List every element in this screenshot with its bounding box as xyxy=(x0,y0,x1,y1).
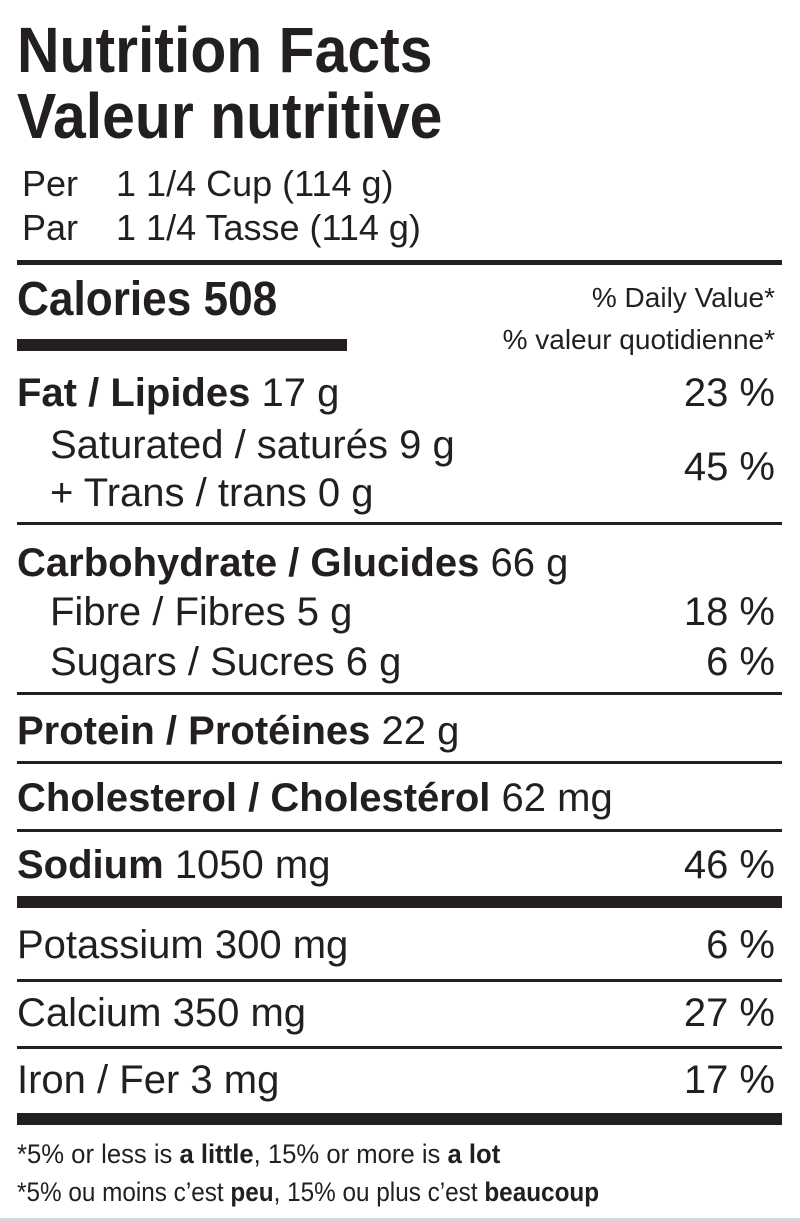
fibre-row: Fibre / Fibres 5 g xyxy=(50,592,352,632)
thick-divider xyxy=(17,896,782,908)
fibre-label: Fibre / Fibres xyxy=(50,590,286,634)
iron-dv: 17 % xyxy=(683,1058,775,1102)
sodium-row: Sodium 1050 mg xyxy=(17,845,330,885)
carb-amount: 66 g xyxy=(490,541,569,585)
par-value: 1 1/4 Tasse (114 g) xyxy=(116,207,421,248)
protein-label: Protein / Protéines xyxy=(17,709,371,753)
footnote-text: *5% ou moins c’est xyxy=(17,1177,231,1207)
title-fr: Valeur nutritive xyxy=(17,80,443,152)
sodium-dv: 46 % xyxy=(683,843,775,887)
divider xyxy=(17,260,782,265)
saturated-amount: 9 g xyxy=(399,423,455,467)
divider xyxy=(17,692,782,695)
footnote-bold: peu xyxy=(230,1177,274,1207)
divider xyxy=(17,979,782,982)
saturated-row: Saturated / saturés 9 g xyxy=(50,425,455,465)
fat-amount: 17 g xyxy=(261,371,340,415)
fibre-dv: 18 % xyxy=(683,590,775,634)
fat-row: Fat / Lipides 17 g xyxy=(17,373,339,413)
calcium-row: Calcium 350 mg xyxy=(17,993,306,1033)
footnote-en: *5% or less is a little, 15% or more is … xyxy=(17,1141,500,1168)
calcium-amount: 350 mg xyxy=(172,991,307,1035)
footnote-fr: *5% ou moins c’est peu, 15% ou plus c’es… xyxy=(17,1179,599,1206)
dv-header-fr: % valeur quotidienne* xyxy=(502,324,775,355)
protein-amount: 22 g xyxy=(381,709,460,753)
thick-divider xyxy=(17,1113,782,1125)
per-label: Per xyxy=(22,163,79,204)
iron-label: Iron / Fer xyxy=(17,1058,180,1102)
footnote-text: *5% or less is xyxy=(17,1139,180,1169)
iron-amount: 3 mg xyxy=(190,1058,280,1102)
sugars-dv: 6 % xyxy=(706,640,775,684)
sugars-row: Sugars / Sucres 6 g xyxy=(50,642,401,682)
trans-amount: 0 g xyxy=(317,471,374,515)
cholesterol-row: Cholesterol / Cholestérol 62 mg xyxy=(17,778,613,818)
carb-row: Carbohydrate / Glucides 66 g xyxy=(17,543,568,583)
fat-dv: 23 % xyxy=(683,371,775,415)
cholesterol-label: Cholesterol / Cholestérol xyxy=(17,776,491,820)
calories-label: Calories xyxy=(17,273,192,326)
dv-header-en: % Daily Value* xyxy=(591,282,775,313)
title-en: Nutrition Facts xyxy=(17,14,433,86)
footnote-text: , 15% or more is xyxy=(253,1139,448,1169)
potassium-label: Potassium xyxy=(17,923,204,967)
per-value: 1 1/4 Cup (114 g) xyxy=(116,163,394,204)
footnote-bold: a lot xyxy=(447,1139,501,1169)
fat-label: Fat / Lipides xyxy=(17,371,251,415)
calories: Calories 508 xyxy=(17,276,277,324)
divider xyxy=(17,829,782,832)
sugars-label: Sugars / Sucres xyxy=(50,640,335,684)
potassium-amount: 300 mg xyxy=(214,923,349,967)
divider xyxy=(17,522,782,525)
cholesterol-amount: 62 mg xyxy=(501,776,613,820)
potassium-dv: 6 % xyxy=(706,923,775,967)
divider xyxy=(17,761,782,764)
footnote-bold: a little xyxy=(179,1139,254,1169)
footnote-text: , 15% ou plus c’est xyxy=(273,1177,485,1207)
sodium-label: Sodium xyxy=(17,843,164,887)
footnote-bold: beaucoup xyxy=(484,1177,600,1207)
potassium-row: Potassium 300 mg xyxy=(17,925,348,965)
par-label: Par xyxy=(22,207,79,248)
calcium-label: Calcium xyxy=(17,991,162,1035)
protein-row: Protein / Protéines 22 g xyxy=(17,711,459,751)
trans-row: + Trans / trans 0 g xyxy=(50,473,374,513)
calories-bar xyxy=(17,339,347,351)
bottom-border xyxy=(0,1218,800,1221)
sugars-amount: 6 g xyxy=(345,640,402,684)
iron-row: Iron / Fer 3 mg xyxy=(17,1060,279,1100)
calcium-dv: 27 % xyxy=(683,991,775,1035)
calories-value: 508 xyxy=(203,273,278,326)
fibre-amount: 5 g xyxy=(296,590,353,634)
sat-trans-dv: 45 % xyxy=(683,445,775,489)
saturated-label: Saturated / saturés xyxy=(50,423,388,467)
trans-label: + Trans / trans xyxy=(50,471,307,515)
serving-fr: Par 1 1/4 Tasse (114 g) xyxy=(22,210,421,246)
serving-en: Per 1 1/4 Cup (114 g) xyxy=(22,166,394,202)
divider xyxy=(17,1046,782,1049)
sodium-amount: 1050 mg xyxy=(174,843,331,887)
carb-label: Carbohydrate / Glucides xyxy=(17,541,480,585)
